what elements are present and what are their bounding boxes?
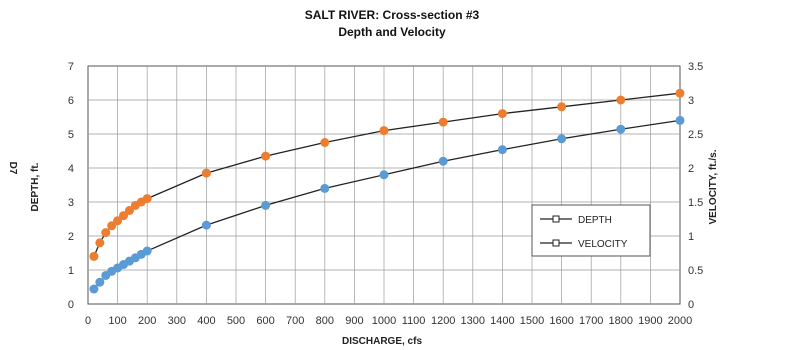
depth-point — [107, 221, 117, 231]
x-tick-label: 1500 — [520, 315, 544, 327]
x-tick-label: 2000 — [668, 315, 692, 327]
depth-point — [438, 117, 448, 127]
velocity-point — [320, 183, 330, 193]
y-right-tick-label: 0.5 — [688, 265, 703, 277]
y-left-tick-label: 3 — [68, 197, 74, 209]
velocity-point — [557, 134, 567, 144]
x-tick-label: 1400 — [490, 315, 514, 327]
depth-point — [675, 88, 685, 98]
y-left-tick-label: 5 — [68, 129, 74, 141]
y-right-tick-label: 1.5 — [688, 197, 703, 209]
y-right-tick-label: 1 — [688, 231, 694, 243]
y-right-tick-label: 3.5 — [688, 61, 703, 73]
depth-point — [101, 228, 111, 238]
legend-velocity-marker — [552, 239, 560, 247]
x-tick-label: 200 — [138, 315, 156, 327]
y-right-tick-label: 2 — [688, 163, 694, 175]
x-axis-label: DISCHARGE, cfs — [342, 336, 422, 347]
velocity-point — [675, 115, 685, 125]
legend-velocity-label: VELOCITY — [578, 239, 628, 250]
x-tick-label: 600 — [256, 315, 274, 327]
velocity-point — [379, 170, 389, 180]
depth-point — [497, 109, 507, 119]
depth-point — [320, 138, 330, 147]
depth-point — [89, 251, 99, 261]
legend-depth-marker — [552, 215, 560, 223]
velocity-point — [142, 246, 152, 256]
y-left-tick-label: 6 — [68, 95, 74, 107]
x-tick-label: 1300 — [461, 315, 485, 327]
x-tick-label: 900 — [345, 315, 363, 327]
legend-box — [531, 204, 651, 257]
x-tick-label: 100 — [108, 315, 126, 327]
velocity-point — [497, 145, 507, 155]
x-tick-label: 1100 — [402, 315, 426, 327]
y-right-tick-label: 0 — [688, 299, 694, 311]
velocity-point — [95, 277, 105, 287]
velocity-point — [438, 156, 448, 166]
y-left-tick-label: 4 — [68, 163, 74, 175]
depth-point — [557, 102, 567, 112]
x-tick-label: 500 — [227, 315, 245, 327]
depth-point — [142, 194, 152, 204]
x-tick-label: 0 — [85, 315, 91, 327]
velocity-point — [89, 284, 99, 294]
velocity-point — [616, 124, 626, 134]
y-right-tick-label: 3 — [688, 95, 694, 107]
x-tick-label: 800 — [316, 315, 334, 327]
grid — [87, 65, 681, 305]
y-axis-label-right: VELOCITY, ft./s. — [708, 149, 719, 224]
axes: 0 100 200 300 400 500 600 700 800 900 1000 1100 1200… — [68, 61, 703, 327]
x-tick-label: 700 — [286, 315, 304, 327]
y-right-tick-label: 2.5 — [688, 129, 703, 141]
depth-point — [113, 216, 123, 226]
x-tick-label: 400 — [197, 315, 215, 327]
depth-point — [201, 168, 211, 178]
x-tick-label: 1900 — [638, 315, 662, 327]
x-tick-label: 1200 — [431, 315, 455, 327]
depth-point — [95, 238, 105, 248]
velocity-point — [201, 220, 211, 230]
y-left-tick-label: 2 — [68, 231, 74, 243]
page-label: D7 — [7, 162, 18, 175]
x-tick-label: 300 — [168, 315, 186, 327]
velocity-point — [261, 200, 271, 210]
depth-point — [124, 206, 134, 215]
y-left-tick-label: 7 — [68, 61, 74, 73]
depth-point — [119, 211, 129, 221]
depth-point — [261, 151, 271, 161]
legend-depth-label: DEPTH — [578, 215, 612, 226]
y-axis-label-left: DEPTH, ft. — [30, 162, 41, 211]
depth-point — [616, 95, 626, 105]
x-tick-label: 1700 — [579, 315, 603, 327]
x-tick-label: 1600 — [549, 315, 573, 327]
x-tick-label: 1800 — [609, 315, 633, 327]
series-layer — [89, 88, 685, 294]
x-tick-label: 1000 — [372, 315, 396, 327]
y-left-tick-label: 0 — [68, 299, 74, 311]
y-left-tick-label: 1 — [68, 265, 74, 277]
depth-point — [379, 126, 389, 136]
chart-subtitle: Depth and Velocity — [338, 25, 446, 39]
legend: DEPTH VELOCITY — [531, 204, 651, 257]
chart-title: SALT RIVER: Cross-section #3 — [305, 8, 480, 22]
